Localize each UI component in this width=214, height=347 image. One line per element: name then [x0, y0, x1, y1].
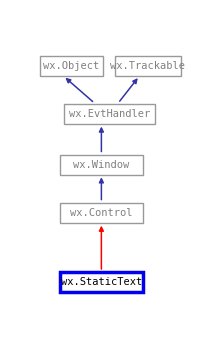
FancyBboxPatch shape: [115, 56, 181, 76]
Text: wx.Control: wx.Control: [70, 208, 133, 218]
Text: wx.Window: wx.Window: [73, 160, 129, 170]
FancyBboxPatch shape: [60, 154, 143, 175]
FancyBboxPatch shape: [64, 104, 155, 124]
Text: wx.EvtHandler: wx.EvtHandler: [69, 109, 150, 119]
Text: wx.StaticText: wx.StaticText: [61, 277, 142, 287]
Text: wx.Object: wx.Object: [43, 61, 100, 71]
FancyBboxPatch shape: [60, 272, 143, 292]
Text: wx.Trackable: wx.Trackable: [110, 61, 185, 71]
FancyBboxPatch shape: [60, 203, 143, 223]
FancyBboxPatch shape: [40, 56, 103, 76]
